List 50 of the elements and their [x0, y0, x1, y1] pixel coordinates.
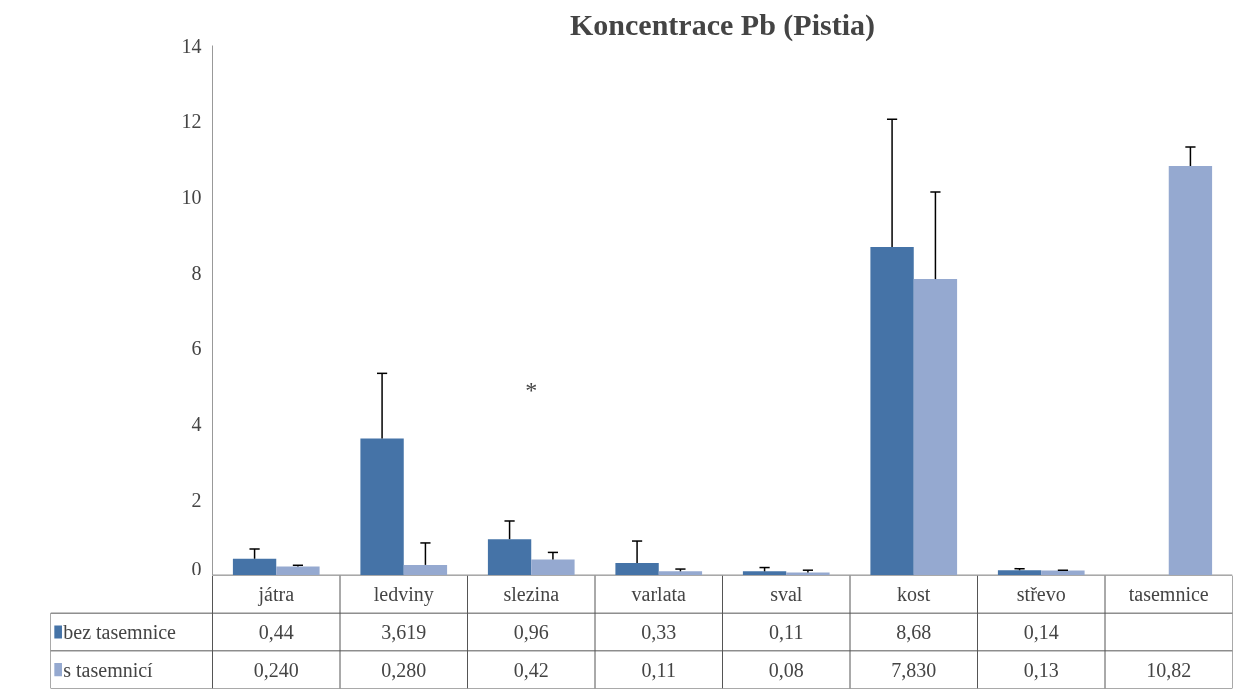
data-label: 0,11	[641, 658, 676, 681]
y-tick-label: 4	[191, 413, 202, 436]
data-label: 0,96	[513, 621, 549, 643]
bar	[487, 539, 532, 575]
data-label: 3,619	[381, 621, 427, 643]
data-label: 7,830	[891, 658, 937, 681]
data-label: 0,42	[513, 658, 549, 681]
bar	[913, 279, 958, 575]
x-tick-label: játra	[257, 583, 295, 607]
x-tick-label: slezina	[503, 583, 560, 606]
data-label: 10,82	[1146, 658, 1192, 681]
bar	[786, 572, 830, 575]
annotation: *	[525, 376, 538, 403]
bar	[1168, 165, 1213, 575]
data-label: 0,08	[768, 658, 804, 681]
data-label: 0,44	[258, 621, 294, 643]
y-tick-label: 14	[181, 34, 202, 57]
bar	[870, 246, 914, 575]
data-label: 0,11	[769, 621, 804, 643]
bar	[232, 558, 277, 575]
data-label: 0,280	[381, 658, 427, 681]
data-label: 0,240	[253, 658, 299, 681]
bar	[403, 564, 448, 575]
bar	[1041, 570, 1085, 575]
data-label: 0,33	[641, 621, 677, 643]
bar	[658, 571, 703, 575]
x-tick-label: sval	[770, 583, 803, 606]
y-tick-label: 8	[191, 261, 202, 284]
bar	[360, 438, 404, 575]
bar	[615, 563, 659, 575]
legend-label: bez tasemnice	[63, 621, 177, 643]
bar	[742, 571, 787, 575]
y-tick-label: 0	[191, 557, 202, 580]
bar	[276, 566, 320, 575]
bar	[531, 559, 575, 575]
x-tick-label: střevo	[1016, 583, 1066, 606]
data-label: 0,14	[1023, 621, 1059, 643]
y-tick-label: 6	[191, 337, 202, 360]
x-tick-label: tasemnice	[1128, 583, 1209, 606]
data-label: 0,13	[1023, 658, 1059, 681]
x-tick-label: ledviny	[373, 583, 434, 607]
y-tick-label: 2	[191, 488, 202, 511]
x-tick-label: kost	[897, 583, 931, 606]
x-tick-label: varlata	[631, 583, 687, 606]
chart-title: Koncentrace Pb (Pistia)	[570, 7, 875, 42]
data-label: 8,68	[896, 621, 932, 643]
legend-label: s tasemnicí	[63, 658, 154, 681]
y-tick-label: 10	[181, 185, 202, 208]
bar	[997, 570, 1042, 575]
y-tick-label: 12	[181, 110, 202, 133]
